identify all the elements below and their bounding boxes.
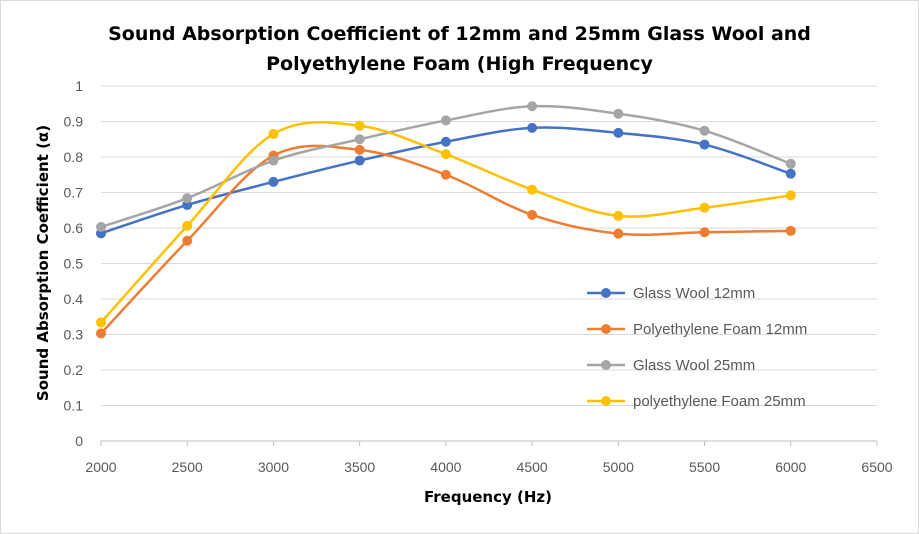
legend-item: polyethylene Foam 25mm — [587, 393, 806, 410]
y-tick-label: 0.3 — [64, 327, 84, 343]
legend-label: Glass Wool 25mm — [633, 357, 755, 374]
x-tick-label: 2500 — [172, 459, 203, 475]
legend-item: Glass Wool 12mm — [587, 285, 755, 302]
x-tick-label: 4000 — [430, 459, 461, 475]
x-tick-label: 5000 — [603, 459, 634, 475]
legend-swatch-marker — [601, 324, 611, 334]
data-point — [268, 155, 279, 166]
series-3 — [96, 101, 796, 232]
y-tick-label: 0.4 — [64, 291, 84, 307]
data-point — [527, 122, 538, 133]
data-point — [699, 202, 710, 213]
series-layer — [96, 101, 796, 339]
data-point — [354, 134, 365, 145]
x-tick-label: 3000 — [258, 459, 289, 475]
y-tick-label: 0.6 — [64, 220, 84, 236]
x-axis-ticks: 2000 2500 3000 3500 4000 4500 5000 5500 6000 6500 — [85, 441, 893, 475]
legend-item: Glass Wool 25mm — [587, 357, 755, 374]
data-point — [527, 101, 538, 112]
data-point — [440, 169, 451, 180]
gridlines — [101, 85, 877, 442]
data-point — [440, 115, 451, 126]
data-point — [182, 220, 193, 231]
data-point — [785, 158, 796, 169]
series-2 — [96, 144, 796, 339]
legend-label: Glass Wool 12mm — [633, 285, 755, 302]
series-line — [99, 121, 793, 324]
legend-swatch-marker — [601, 360, 611, 370]
y-tick-label: 0.1 — [64, 398, 84, 414]
data-point — [613, 108, 624, 119]
y-tick-label: 0.7 — [64, 185, 84, 201]
y-tick-label: 1 — [75, 78, 83, 94]
y-tick-label: 0.2 — [64, 362, 84, 378]
x-tick-label: 6000 — [775, 459, 806, 475]
series-1 — [96, 122, 796, 239]
data-point — [785, 168, 796, 179]
series-line — [99, 144, 793, 335]
x-tick-label: 3500 — [344, 459, 375, 475]
y-axis-ticks: 0 0.1 0.2 0.3 0.4 0.5 0.6 0.7 0.8 0.9 1 — [64, 78, 84, 449]
data-point — [354, 155, 365, 166]
data-point — [613, 210, 624, 221]
chart-title: Sound Absorption Coefficient of 12mm and… — [1, 19, 918, 79]
data-point — [96, 317, 106, 328]
data-point — [527, 184, 538, 195]
legend-swatch-marker — [601, 396, 611, 406]
chart-title-line-2: Polyethylene Foam (High Frequency — [266, 53, 653, 75]
y-tick-label: 0.9 — [64, 114, 84, 130]
legend-swatch-marker — [601, 288, 611, 298]
data-point — [785, 225, 796, 236]
y-tick-label: 0.8 — [64, 149, 84, 165]
x-tick-label: 6500 — [861, 459, 892, 475]
data-point — [785, 190, 796, 201]
data-point — [268, 176, 279, 187]
data-point — [699, 125, 710, 136]
series-4 — [96, 120, 796, 328]
x-tick-label: 5500 — [689, 459, 720, 475]
data-point — [182, 193, 193, 204]
data-point — [699, 139, 710, 150]
y-axis-title: Sound Absorption Coefficient (α) — [34, 125, 52, 401]
x-tick-label: 4500 — [517, 459, 548, 475]
x-axis-title: Frequency (Hz) — [424, 488, 552, 506]
data-point — [613, 228, 624, 239]
y-tick-label: 0 — [75, 433, 83, 449]
data-point — [440, 136, 451, 147]
legend-label: Polyethylene Foam 12mm — [633, 321, 807, 338]
data-point — [354, 120, 365, 131]
data-point — [268, 128, 279, 139]
x-tick-label: 2000 — [85, 459, 116, 475]
legend-item: Polyethylene Foam 12mm — [587, 321, 807, 338]
data-point — [613, 127, 624, 138]
data-point — [96, 221, 106, 232]
data-point — [354, 144, 365, 155]
chart-title-line-1: Sound Absorption Coefficient of 12mm and… — [108, 23, 811, 45]
legend-label: polyethylene Foam 25mm — [633, 393, 806, 410]
legend: Glass Wool 12mm Polyethylene Foam 12mm Gla… — [587, 285, 807, 410]
data-point — [699, 227, 710, 238]
data-point — [440, 149, 451, 160]
data-point — [96, 328, 106, 339]
data-point — [182, 235, 193, 246]
y-tick-label: 0.5 — [64, 256, 84, 272]
data-point — [527, 209, 538, 220]
